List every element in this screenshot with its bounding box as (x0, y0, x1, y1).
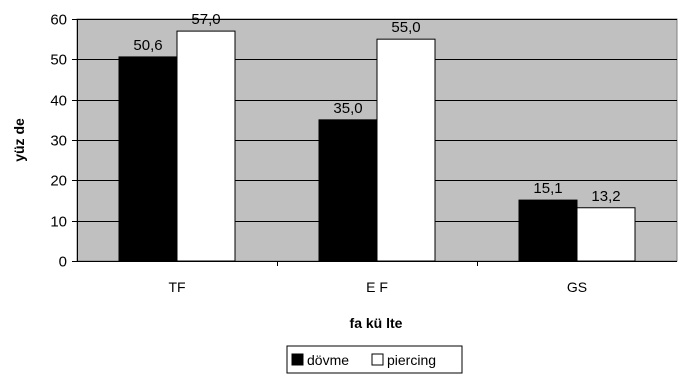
legend-label-piercing: piercing (387, 352, 436, 368)
legend-label-dovme: dövme (307, 352, 349, 368)
y-axis-title: yüz de (11, 118, 27, 162)
y-tick-label-30: 30 (50, 133, 67, 150)
bar-tf-dövme (118, 56, 178, 262)
data-label-e-f-dövme: 35,0 (333, 100, 362, 117)
bar-gs-dövme (518, 199, 578, 262)
legend-swatch-piercing (371, 353, 384, 366)
data-label-tf-dövme: 50,6 (133, 37, 162, 54)
legend-frame (286, 345, 463, 374)
axes: 0 10 20 30 40 50 60 TF E F GS (50, 12, 677, 295)
y-tick-label-60: 60 (50, 12, 67, 29)
legend: dövme piercing (286, 345, 463, 374)
x-tick-label-e-f: E F (366, 279, 388, 295)
bar-e-f-dövme (318, 119, 378, 262)
bar-gs-piercing (576, 207, 636, 262)
data-labels: 50,6 57,0 35,0 55,0 15,1 13,2 (133, 11, 620, 205)
y-tick-label-50: 50 (50, 52, 67, 69)
x-axis-title: fa kü lte (350, 315, 403, 331)
y-tick-label-10: 10 (50, 214, 67, 231)
x-tick-label-gs: GS (567, 279, 587, 295)
y-tick-label-20: 20 (50, 173, 67, 190)
data-label-gs-dövme: 15,1 (533, 180, 562, 197)
x-tick-label-tf: TF (168, 279, 185, 295)
bars (118, 30, 636, 262)
data-label-e-f-piercing: 55,0 (391, 19, 420, 36)
data-label-tf-piercing: 57,0 (191, 11, 220, 28)
data-label-gs-piercing: 13,2 (591, 188, 620, 205)
y-tick-label-40: 40 (50, 93, 67, 110)
bar-tf-piercing (176, 30, 236, 262)
legend-swatch-dovme (291, 353, 304, 366)
y-tick-label-0: 0 (59, 254, 67, 271)
bar-e-f-piercing (376, 38, 436, 262)
